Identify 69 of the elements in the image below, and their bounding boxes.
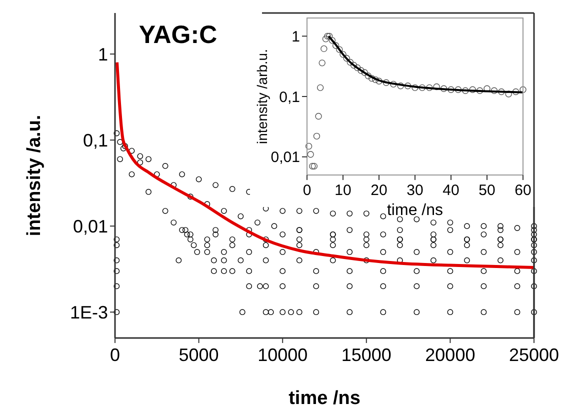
point	[426, 84, 433, 92]
point	[350, 62, 358, 69]
point	[309, 162, 316, 170]
point	[476, 87, 484, 94]
point	[320, 45, 328, 52]
point	[368, 74, 376, 82]
point	[340, 50, 346, 58]
point	[322, 36, 330, 42]
point	[397, 82, 404, 90]
point	[324, 32, 331, 40]
point	[336, 46, 343, 53]
y-tick-label: 0,01	[72, 216, 108, 236]
point	[418, 84, 426, 92]
x-tick-label: 25000	[508, 345, 560, 365]
point	[382, 79, 390, 86]
point	[372, 76, 379, 84]
point	[328, 37, 336, 44]
point	[462, 87, 469, 94]
x-tick-label: 5000	[178, 345, 219, 365]
y-tick-label: 0,1	[279, 88, 300, 106]
point	[520, 86, 526, 93]
x-tick-label: 40	[442, 182, 460, 199]
x-axis-title: time /ns	[386, 202, 444, 219]
point	[315, 112, 322, 120]
point	[316, 84, 324, 92]
x-tick-label: 0	[110, 345, 120, 365]
y-tick-label: 1	[292, 28, 300, 46]
point	[313, 132, 320, 140]
point	[448, 86, 454, 93]
x-tick-label: 50	[478, 182, 496, 199]
point	[412, 84, 418, 92]
x-tick-label: 10000	[258, 345, 308, 365]
point	[310, 162, 318, 170]
point	[346, 58, 354, 66]
point	[390, 80, 397, 88]
point	[440, 85, 448, 92]
point	[454, 86, 462, 93]
point	[358, 67, 364, 74]
point	[512, 88, 520, 96]
point	[305, 142, 312, 150]
point	[364, 72, 372, 80]
y-axis-title: intensity /arb.u.	[254, 49, 270, 144]
chart-title: YAG:C	[138, 21, 218, 49]
point	[469, 86, 476, 93]
point	[433, 83, 440, 90]
x-tick-label: 30	[406, 182, 424, 199]
y-tick-label: 1E-3	[70, 302, 108, 322]
x-tick-label: 0	[302, 182, 312, 199]
y-tick-label: 0,1	[82, 130, 108, 150]
point	[498, 88, 505, 96]
x-tick-label: 60	[514, 182, 532, 199]
x-tick-label: 15000	[341, 345, 392, 365]
point	[326, 32, 333, 40]
y-tick-label: 1	[98, 44, 108, 64]
y-tick-label: 0,01	[270, 149, 300, 166]
point	[343, 54, 350, 62]
x-tick-label: 20	[370, 182, 388, 199]
point	[490, 87, 498, 94]
y-axis-title: intensity /a.u.	[24, 114, 45, 236]
point	[332, 42, 340, 49]
point	[361, 69, 368, 76]
point	[505, 90, 512, 98]
x-tick-label: 10	[334, 182, 352, 199]
point	[404, 82, 412, 90]
point	[307, 150, 314, 158]
x-tick-label: 20000	[425, 345, 476, 365]
point	[318, 60, 326, 66]
point	[354, 64, 361, 72]
x-axis-title: time /ns	[288, 388, 360, 408]
